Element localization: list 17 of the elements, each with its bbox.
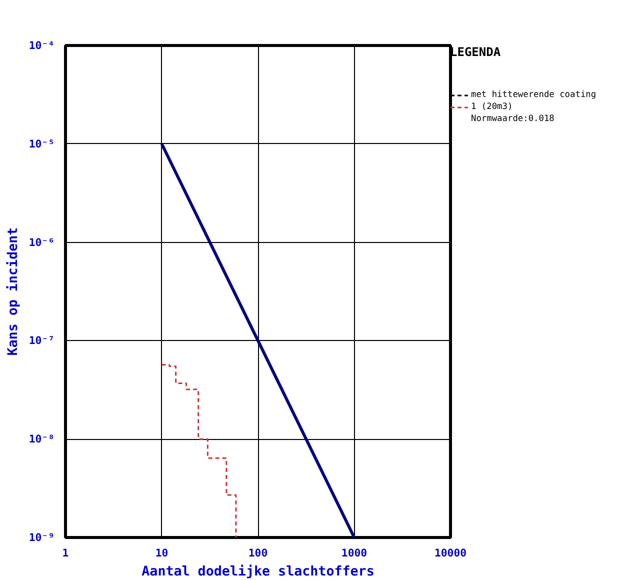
y-tick-label: 10⁻⁶ <box>28 236 55 249</box>
legend-title: LEGENDA <box>450 45 502 59</box>
legend-label: met hittewerende coating <box>471 90 596 100</box>
y-tick-label: 10⁻⁴ <box>28 39 55 52</box>
y-tick-label: 10⁻⁸ <box>28 432 55 446</box>
x-tick-label: 1000 <box>341 546 368 560</box>
legend-label: 1 (20m3) <box>471 102 513 112</box>
y-tick-label: 10⁻⁵ <box>28 137 55 150</box>
y-tick-label: 10⁻⁷ <box>28 334 55 348</box>
x-tick-label: 1 <box>62 546 69 560</box>
x-tick-label: 100 <box>248 546 268 560</box>
x-tick-label: 10000 <box>434 546 467 560</box>
text: Normwaarde:0.018 <box>471 114 554 124</box>
x-tick-label: 10 <box>155 546 168 560</box>
y-axis-title: Kans op incident <box>6 227 21 356</box>
y-tick-label: 10⁻⁹ <box>28 531 55 544</box>
x-axis-title: Aantal dodelijke slachtoffers <box>142 564 374 580</box>
